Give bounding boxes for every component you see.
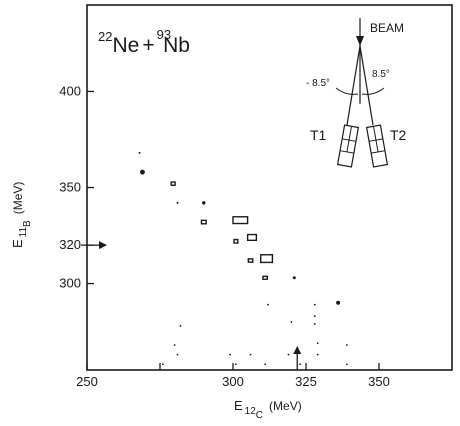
t1-detector-icon xyxy=(336,124,360,168)
y-axis-sub: 11 xyxy=(18,227,29,238)
plot-frame xyxy=(86,4,453,371)
right-angle-label: 8.5° xyxy=(372,69,390,80)
y-tick-label-3: 400 xyxy=(59,83,81,98)
data-point-13 xyxy=(345,344,348,346)
data-point-6 xyxy=(267,303,269,306)
beam-label: BEAM xyxy=(370,21,404,35)
title-b-sym: Nb xyxy=(163,34,190,57)
contour-box-6 xyxy=(200,219,207,225)
data-point-11 xyxy=(179,324,182,327)
data-point-19 xyxy=(316,353,319,356)
title-a-sym: Ne xyxy=(112,34,139,57)
data-point-22 xyxy=(264,363,267,366)
data-point-20 xyxy=(162,363,164,366)
data-point-14 xyxy=(173,344,176,346)
t1-label: T1 xyxy=(310,127,327,143)
y-tick-label-1: 320 xyxy=(59,237,81,252)
right-detector-line xyxy=(359,45,374,126)
y-arrow-head-icon-0 xyxy=(99,241,107,250)
data-point-9 xyxy=(313,315,316,318)
data-point-23 xyxy=(299,363,302,366)
x-axis-label: E 12C (MeV) xyxy=(234,398,302,421)
contour-box-3 xyxy=(233,238,239,244)
data-point-0 xyxy=(140,169,145,175)
tick-labels: 250 300 325 350 300 320 350 400 xyxy=(59,83,390,389)
left-angle-label: - 8.5° xyxy=(306,78,330,89)
contour-box-0 xyxy=(232,216,249,225)
contour-box-7 xyxy=(170,181,176,186)
x-axis-sub: 12 xyxy=(245,406,257,417)
contour-box-1 xyxy=(246,233,258,242)
title-plus: + xyxy=(142,34,154,57)
x-axis-main: E xyxy=(234,398,243,413)
data-point-18 xyxy=(287,353,290,356)
contour-box-5 xyxy=(262,275,269,280)
x-arrow-head-icon-1 xyxy=(293,346,302,354)
data-point-15 xyxy=(176,353,179,356)
data-points xyxy=(138,151,348,366)
x-tick-label-3: 325 xyxy=(295,374,317,389)
x-tick-label-2: 300 xyxy=(222,374,244,389)
data-point-3 xyxy=(176,201,179,204)
beam-geometry-inset: BEAM - 8.5° 8.5° T1 T2 xyxy=(306,18,407,168)
x-tick-label-0: 250 xyxy=(76,374,98,389)
angle-arc-right xyxy=(361,87,385,95)
x-axis-subsub: C xyxy=(256,410,263,421)
x-axis-unit: (MeV) xyxy=(269,399,302,413)
data-point-21 xyxy=(235,363,237,366)
x-tick-label-4: 350 xyxy=(368,374,390,389)
beam-arrow-icon xyxy=(356,36,364,46)
y-tick-label-2: 350 xyxy=(59,180,81,195)
data-point-12 xyxy=(316,342,319,345)
y-axis-subsub: B xyxy=(22,220,33,227)
t2-label: T2 xyxy=(390,127,407,143)
t2-detector-icon xyxy=(365,124,389,168)
data-point-17 xyxy=(249,353,252,356)
contour-box-2 xyxy=(260,254,274,264)
contour-boxes xyxy=(170,181,274,280)
y-tick-label-0: 300 xyxy=(59,276,81,291)
contour-box-4 xyxy=(247,258,254,263)
data-point-16 xyxy=(229,353,231,356)
data-point-24 xyxy=(345,363,348,366)
data-point-8 xyxy=(290,321,293,323)
y-axis-unit: (MeV) xyxy=(11,182,25,215)
data-point-4 xyxy=(292,276,296,280)
data-point-5 xyxy=(336,300,341,305)
arrow-marks xyxy=(81,241,302,370)
title-b-mass: 93 xyxy=(157,27,171,42)
data-point-7 xyxy=(313,303,316,306)
y-axis-label: E11B (MeV) xyxy=(10,182,33,248)
title-a-mass: 22 xyxy=(98,29,112,44)
left-detector-line xyxy=(346,45,361,126)
axis-ticks xyxy=(86,90,380,370)
chart-title: 22Ne +93Nb xyxy=(98,27,190,57)
data-point-1 xyxy=(138,151,141,154)
y-axis-main: E xyxy=(10,239,25,248)
data-point-10 xyxy=(313,322,316,325)
angle-arc-left xyxy=(335,87,359,95)
data-point-2 xyxy=(202,201,206,205)
